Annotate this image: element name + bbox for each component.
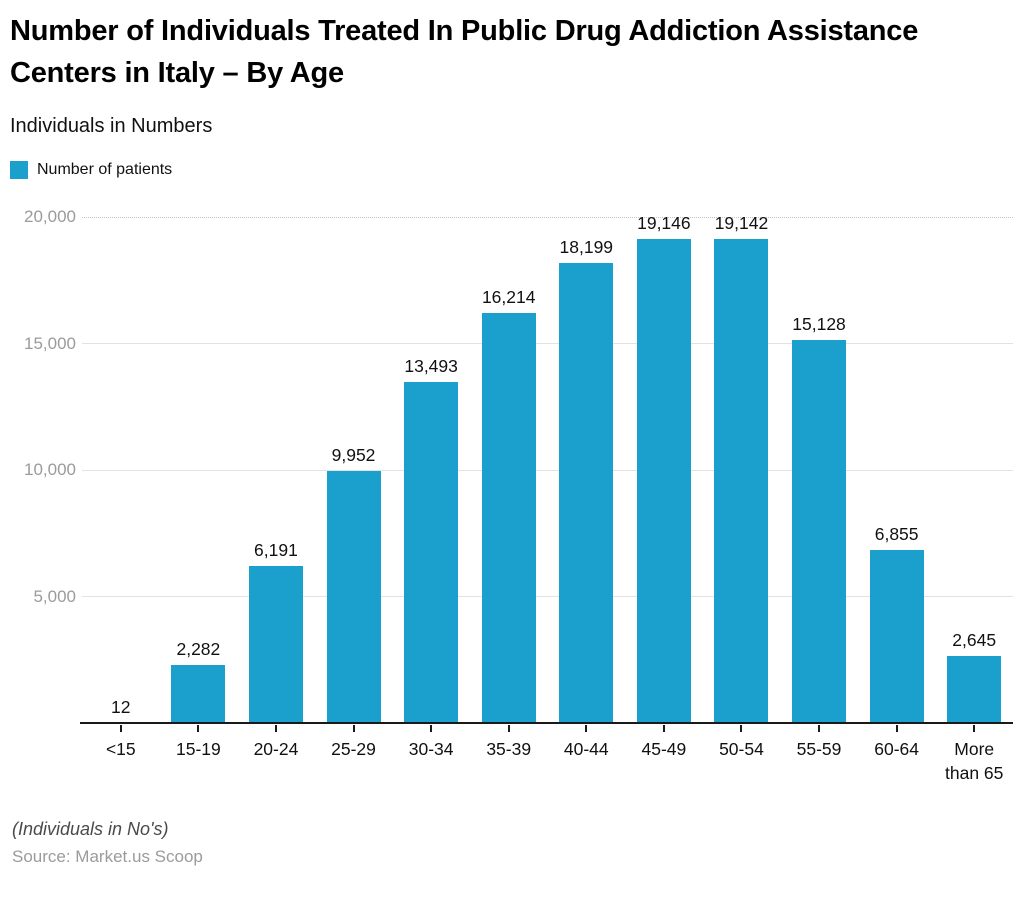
x-axis-tick (818, 725, 821, 733)
bar-value-label: 2,645 (952, 630, 997, 651)
gridline-15000 (82, 343, 1013, 345)
x-axis-tick (119, 725, 122, 733)
bar-value-label: 16,214 (481, 286, 536, 307)
bar-value-label: 2,282 (176, 639, 221, 660)
bar (326, 471, 381, 724)
bar (248, 566, 303, 724)
x-axis-tick (740, 725, 743, 733)
x-axis-category-label: 20-24 (253, 739, 299, 760)
bar-value-label: 13,493 (404, 355, 458, 376)
x-axis-category-label: <15 (105, 739, 136, 760)
y-axis-tick-label: 15,000 (24, 333, 76, 353)
bar-value-label: 6,855 (874, 523, 919, 544)
bar (171, 665, 226, 724)
x-axis-tick (662, 725, 665, 733)
footnote: (Individuals in No's) (12, 819, 169, 840)
x-axis-tick (197, 725, 200, 733)
x-axis-tick (973, 725, 976, 733)
y-axis-tick-label: 20,000 (24, 207, 76, 227)
source-credit: Source: Market.us Scoop (12, 847, 203, 867)
bar-value-label: 9,952 (331, 445, 376, 466)
x-axis-category-label: 40-44 (563, 739, 609, 760)
gridline-10000 (82, 469, 1013, 471)
legend-swatch (10, 161, 28, 180)
bar-value-label: 12 (111, 696, 131, 717)
x-axis-tick (507, 725, 510, 733)
y-axis-tick-label: 5,000 (33, 586, 76, 606)
bar (714, 238, 769, 724)
bar-value-label: 18,199 (559, 236, 614, 257)
x-axis-category-label: 35-39 (486, 739, 532, 760)
bar-value-label: 6,191 (254, 540, 298, 561)
bar (481, 312, 536, 724)
x-axis-category-label: More than 65 (945, 739, 1004, 784)
bar (947, 656, 1002, 724)
bar (636, 238, 691, 724)
legend-label: Number of patients (37, 161, 173, 179)
x-axis-line (80, 722, 1013, 725)
bar (404, 381, 459, 724)
x-axis-tick (430, 725, 433, 733)
x-axis-tick (895, 725, 898, 733)
bar-value-label: 19,142 (714, 212, 769, 233)
bar-chart: 5,000 10,000 15,000 20,000 12 <15 2,282 15-19 6,… (10, 193, 1013, 805)
legend: Number of patients (10, 161, 1013, 180)
x-axis-tick (585, 725, 588, 733)
page-title: Number of Individuals Treated In Public … (10, 15, 919, 90)
x-axis-category-label: 15-19 (175, 739, 221, 760)
bar-value-label: 15,128 (792, 314, 846, 335)
x-axis-category-label: 30-34 (408, 739, 454, 760)
bar (559, 262, 614, 724)
bar (792, 340, 847, 724)
y-axis-tick-label: 10,000 (24, 460, 76, 480)
chart-subtitle: Individuals in Numbers (10, 115, 213, 138)
x-axis-category-label: 60-64 (874, 739, 919, 760)
gridline-5000 (82, 596, 1013, 598)
x-axis-tick (274, 725, 277, 733)
bar (869, 549, 924, 724)
x-axis-tick (352, 725, 355, 733)
gridline-20000 (82, 216, 1013, 218)
x-axis-category-label: 55-59 (796, 739, 842, 760)
x-axis-category-label: 45-49 (641, 739, 687, 760)
bar-value-label: 19,146 (637, 212, 691, 233)
chart-card: Number of Individuals Treated In Public … (10, 15, 1013, 867)
x-axis-category-label: 50-54 (719, 739, 764, 760)
x-axis-category-label: 25-29 (331, 739, 376, 760)
